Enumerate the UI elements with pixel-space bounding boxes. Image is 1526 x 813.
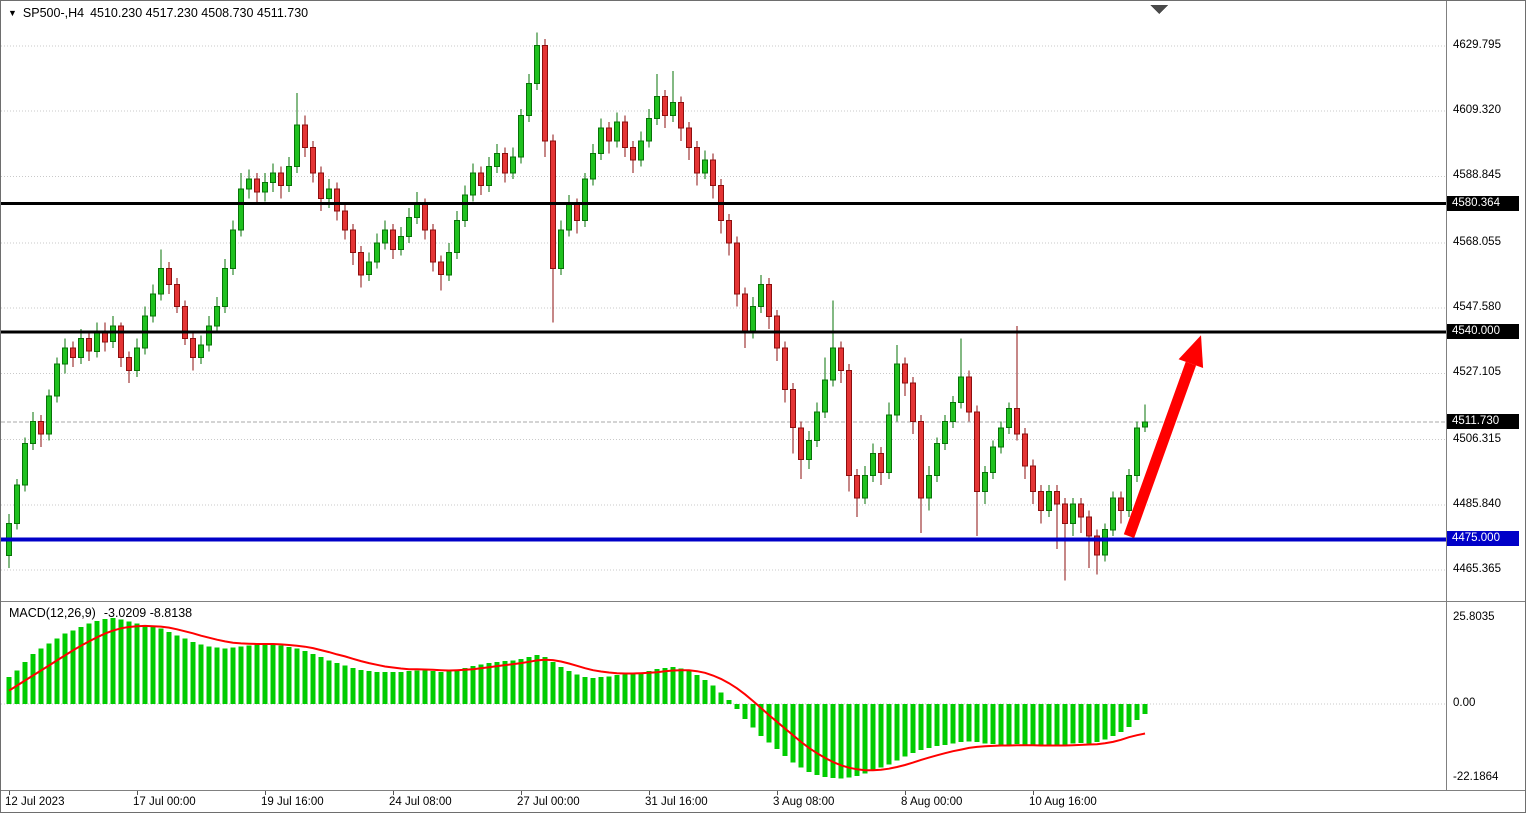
time-label: 19 Jul 16:00	[261, 796, 324, 808]
time-label: 3 Aug 08:00	[773, 796, 835, 808]
price-axis-label: 4485.840	[1453, 497, 1501, 510]
chart-shift-triangle-icon[interactable]	[1150, 5, 1168, 14]
price-axis-label: 4629.795	[1453, 39, 1501, 51]
price-axis-label: 4609.320	[1453, 104, 1501, 117]
time-label: 31 Jul 16:00	[645, 796, 708, 808]
macd-name-label: MACD(12,26,9)	[9, 606, 96, 620]
macd-axis-label: -22.1864	[1453, 771, 1499, 784]
ohlc-label: 4510.230 4517.230 4508.730 4511.730	[90, 6, 309, 20]
macd-axis-label: 25.8035	[1453, 610, 1495, 623]
time-label: 8 Aug 00:00	[901, 796, 963, 808]
time-label: 10 Aug 16:00	[1029, 796, 1097, 808]
time-tick	[777, 791, 778, 795]
time-label: 12 Jul 2023	[5, 796, 65, 808]
price-axis-label: 4588.845	[1453, 169, 1501, 182]
time-axis-divider	[1, 790, 1525, 791]
macd-axis-label: 0.00	[1453, 697, 1476, 709]
title-triangle-icon: ▼	[8, 7, 17, 18]
price-level-badge: 4540.000	[1447, 324, 1519, 340]
time-axis[interactable]: 12 Jul 2023 17 Jul 00:00 19 Jul 16:00 24 Ju…	[1, 791, 1525, 812]
macd-indicator-label: MACD(12,26,9) -3.0209 -8.8138	[9, 606, 192, 620]
time-label: 17 Jul 00:00	[133, 796, 196, 808]
time-tick	[905, 791, 906, 795]
time-tick	[9, 791, 10, 795]
price-axis[interactable]: 4629.795 4609.320 4588.845 4568.055 4547.580…	[1447, 1, 1525, 601]
time-label: 24 Jul 08:00	[389, 796, 452, 808]
chart-title: ▼ SP500-,H4 4510.230 4517.230 4508.730 4…	[8, 6, 308, 20]
price-level-badge: 4580.364	[1447, 195, 1519, 211]
trend-arrow[interactable]	[1123, 335, 1204, 538]
pane-divider[interactable]	[1, 601, 1525, 602]
level-lines[interactable]	[1, 202, 1446, 542]
macd-values-label: -3.0209 -8.8138	[103, 606, 193, 620]
price-axis-label: 4465.365	[1453, 563, 1501, 575]
price-level-badge: 4511.730	[1447, 414, 1519, 430]
price-axis-label: 4506.315	[1453, 432, 1501, 445]
price-axis-label: 4568.055	[1453, 235, 1501, 248]
time-tick	[393, 791, 394, 795]
macd-value-axis[interactable]: 25.8035 0.00 -22.1864	[1447, 602, 1525, 790]
time-label: 27 Jul 00:00	[517, 796, 580, 808]
price-chart[interactable]	[1, 1, 1446, 601]
time-tick	[265, 791, 266, 795]
time-tick	[521, 791, 522, 795]
symbol-period-label: SP500-,H4	[22, 6, 85, 20]
price-level-badge: 4475.000	[1447, 531, 1519, 547]
macd-chart[interactable]	[1, 602, 1446, 790]
time-tick	[137, 791, 138, 795]
time-tick	[649, 791, 650, 795]
candles	[6, 32, 1148, 581]
time-tick	[1033, 791, 1034, 795]
price-axis-label: 4547.580	[1453, 301, 1501, 313]
price-axis-label: 4527.105	[1453, 366, 1501, 379]
axis-separator	[1446, 1, 1447, 791]
macd-signal-line	[8, 624, 1146, 772]
macd-histogram	[6, 618, 1148, 779]
grid-lines	[1, 45, 1446, 571]
